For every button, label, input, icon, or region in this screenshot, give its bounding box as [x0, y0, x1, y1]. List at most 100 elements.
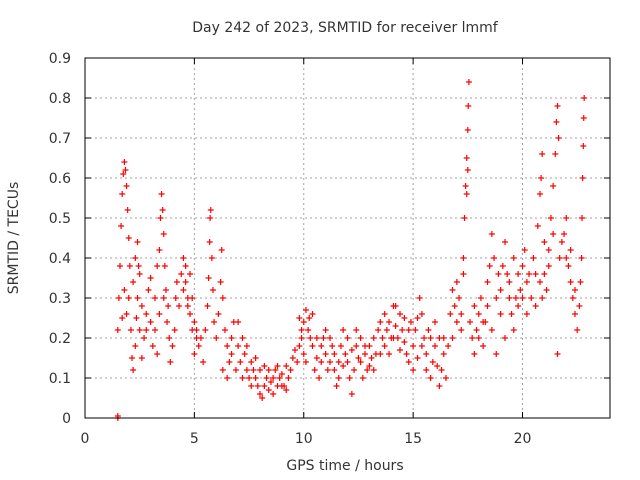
data-point [379, 335, 386, 341]
data-point [456, 295, 463, 301]
data-point [211, 319, 218, 325]
data-point [316, 375, 323, 381]
data-point [469, 335, 476, 341]
data-point [537, 279, 543, 285]
data-point [506, 295, 513, 301]
data-point [370, 367, 377, 373]
y-tick-label: 0.8 [49, 91, 71, 107]
data-point [344, 335, 351, 341]
data-point [555, 135, 562, 141]
data-point [580, 143, 587, 149]
data-point [453, 319, 460, 325]
data-point [405, 327, 412, 333]
y-tick-label: 0.7 [49, 131, 71, 147]
data-point [427, 375, 434, 381]
data-point [381, 343, 388, 349]
y-tick-label: 0.5 [49, 211, 71, 227]
data-point [465, 79, 472, 85]
data-point [495, 271, 502, 277]
data-point [460, 255, 467, 261]
data-point [471, 351, 478, 357]
data-point [357, 335, 364, 341]
data-point [348, 391, 355, 397]
data-point [125, 295, 132, 301]
data-point [121, 159, 128, 165]
data-point [421, 335, 428, 341]
data-point [172, 295, 179, 301]
data-point [169, 343, 176, 349]
y-tick-label: 0.2 [49, 331, 71, 347]
data-point [143, 327, 150, 333]
data-point [206, 239, 213, 245]
data-point [580, 115, 587, 121]
data-point [563, 215, 570, 221]
data-point [156, 311, 163, 317]
data-point [383, 327, 390, 333]
data-point [565, 263, 572, 269]
data-point [300, 351, 307, 357]
x-tick-label: 10 [295, 431, 313, 447]
data-point [528, 295, 535, 301]
data-point [414, 355, 421, 361]
data-point [453, 279, 460, 285]
data-point [125, 235, 132, 241]
data-point [337, 343, 344, 349]
data-point [259, 395, 266, 401]
data-point [121, 287, 128, 293]
data-point [160, 295, 167, 301]
data-point [149, 343, 156, 349]
data-point [257, 391, 263, 397]
data-point [296, 315, 303, 321]
data-point [538, 175, 545, 181]
data-point [515, 303, 522, 309]
data-point [307, 335, 314, 341]
data-point [567, 279, 574, 285]
data-point [265, 387, 272, 393]
data-point [497, 311, 504, 317]
data-point [219, 295, 226, 301]
data-point [440, 335, 447, 341]
data-point [519, 295, 526, 301]
data-point [526, 271, 533, 277]
data-point [241, 351, 248, 357]
data-point [493, 351, 500, 357]
data-point [556, 255, 563, 261]
data-point [484, 303, 491, 309]
data-point [134, 295, 141, 301]
data-point [423, 367, 430, 373]
data-point [157, 215, 164, 221]
data-point [324, 367, 331, 373]
data-point [572, 287, 578, 293]
data-point [130, 367, 137, 373]
data-point [416, 295, 423, 301]
data-point [270, 391, 277, 397]
data-point [541, 239, 548, 245]
data-point [569, 295, 576, 301]
data-point [276, 375, 283, 381]
data-point [243, 343, 250, 349]
data-point [189, 295, 196, 301]
x-tick-label: 0 [81, 431, 90, 447]
x-tick-label: 15 [404, 431, 422, 447]
data-point [147, 319, 154, 325]
data-point [250, 367, 257, 373]
data-point [366, 363, 373, 369]
data-point [423, 351, 430, 357]
data-point [294, 359, 301, 365]
data-point [287, 367, 294, 373]
y-tick-label: 0.6 [49, 171, 71, 187]
data-point [237, 359, 244, 365]
data-point [226, 359, 233, 365]
data-point [506, 279, 513, 285]
data-point [449, 335, 456, 341]
data-point [283, 363, 290, 369]
data-point [368, 355, 375, 361]
data-point [477, 295, 484, 301]
data-point [252, 375, 259, 381]
data-point [123, 183, 130, 189]
data-point [545, 247, 552, 253]
data-point [432, 343, 438, 349]
y-tick-label: 0.4 [49, 251, 71, 267]
data-point [208, 255, 215, 261]
data-point [285, 375, 292, 381]
